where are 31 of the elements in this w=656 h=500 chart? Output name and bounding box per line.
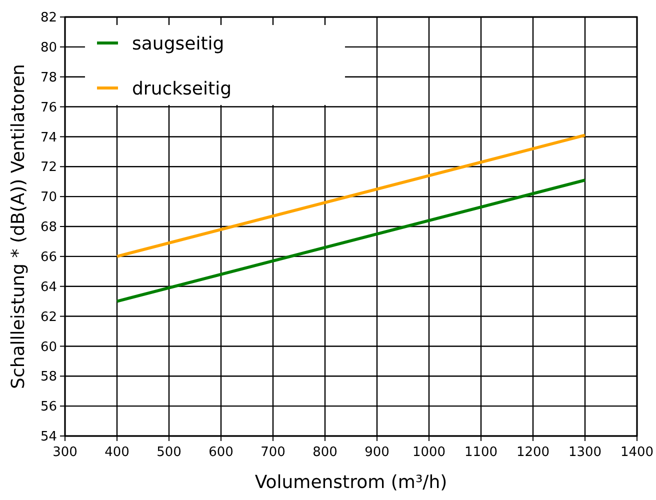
y-tick-label: 82 [40, 10, 57, 26]
y-tick-label: 60 [40, 340, 57, 355]
y-tick-label: 68 [40, 220, 57, 236]
x-axis-title: Volumenstrom (m³/h) [254, 472, 448, 493]
y-tick-label: 58 [40, 370, 57, 385]
x-tick-label: 1000 [412, 445, 446, 460]
x-tick-label: 600 [208, 445, 234, 460]
x-tick-label: 1400 [620, 445, 654, 460]
x-tick-label: 800 [312, 445, 338, 460]
y-tick-label: 72 [40, 160, 57, 176]
x-tick-label: 1200 [516, 445, 550, 460]
y-tick-label: 62 [40, 310, 57, 325]
x-tick-label: 1300 [568, 445, 602, 460]
legend-label: saugseitig [132, 33, 224, 54]
y-tick-label: 64 [40, 280, 57, 295]
y-tick-label: 78 [40, 70, 57, 86]
x-tick-label: 1100 [464, 445, 498, 460]
y-tick-label: 66 [40, 250, 57, 265]
x-tick-label: 500 [156, 445, 182, 460]
y-tick-label: 54 [40, 430, 57, 445]
x-tick-label: 400 [104, 445, 130, 460]
y-tick-label: 74 [40, 130, 57, 146]
x-tick-label: 700 [260, 445, 286, 460]
x-tick-label: 300 [52, 445, 78, 460]
y-tick-label: 70 [40, 190, 57, 206]
x-tick-label: 900 [364, 445, 390, 460]
y-tick-label: 76 [40, 100, 57, 116]
legend-label: druckseitig [132, 78, 232, 100]
y-tick-label: 56 [40, 400, 57, 415]
y-tick-label: 80 [40, 40, 57, 56]
y-axis-title: Schallleistung * (dB(A)) Ventilatoren [8, 64, 29, 389]
